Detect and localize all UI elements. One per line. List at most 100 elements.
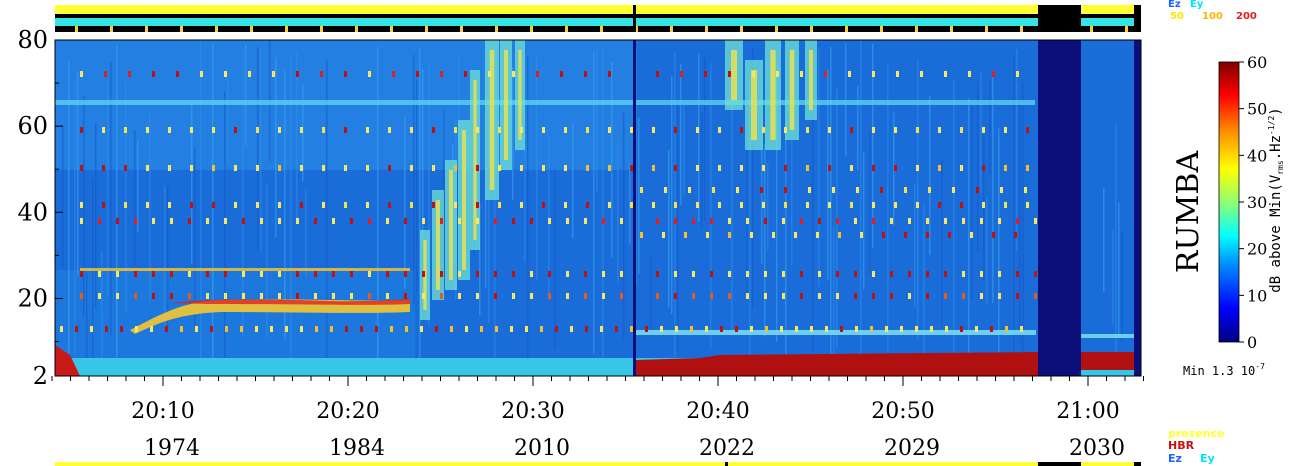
harmonic-dot [146, 202, 149, 208]
harmonic-dot [80, 271, 83, 277]
top-strip-tick [110, 26, 113, 32]
harmonic-dot [982, 165, 985, 171]
top-strip-tick [1125, 26, 1128, 32]
harmonic-dot [960, 165, 963, 171]
bottom-legend-ey: Ey [1200, 452, 1215, 465]
harmonic-dot [405, 326, 408, 332]
harmonic-dot [386, 293, 389, 299]
harmonic-dot [134, 293, 137, 299]
texture-streak [830, 47, 832, 372]
harmonic-dot [224, 293, 227, 299]
harmonic-dot [926, 271, 929, 277]
texture-streak [860, 40, 862, 370]
harmonic-dot [962, 218, 965, 224]
texture-streak [764, 143, 766, 337]
harmonic-dot [272, 71, 275, 77]
harmonic-dot [168, 202, 171, 208]
top-legend-ey: Ey [1190, 0, 1204, 10]
harmonic-dot [828, 165, 831, 171]
harmonic-dot [718, 165, 721, 171]
texture-streak [785, 51, 787, 374]
texture-streak [887, 63, 889, 365]
texture-streak [62, 126, 64, 268]
harmonic-dot [1004, 202, 1007, 208]
texture-streak [92, 178, 94, 370]
top-strip-tick [425, 26, 428, 32]
x-tick-label-time: 20:30 [501, 399, 564, 424]
harmonic-dot [992, 71, 995, 77]
harmonic-dot [710, 218, 713, 224]
bottom-strip-marker [725, 462, 728, 466]
texture-streak [914, 182, 916, 307]
harmonic-dot [968, 71, 971, 77]
texture-streak [791, 109, 793, 266]
top-strip-tick [180, 26, 183, 32]
emission-burst-core [809, 50, 813, 110]
x-tick-label-time: 21:00 [1056, 399, 1119, 424]
harmonic-dot [800, 71, 803, 77]
harmonic-dot [750, 326, 753, 332]
harmonic-dot [128, 71, 131, 77]
x-tick-label-orbit: 2030 [1069, 436, 1125, 461]
colorbar-gradient [1218, 61, 1240, 343]
harmonic-dot [674, 293, 677, 299]
x-tick-label-time: 20:50 [871, 399, 934, 424]
harmonic-dot [320, 71, 323, 77]
texture-streak [275, 56, 277, 238]
harmonic-dot [188, 271, 191, 277]
top-strip-tick [565, 26, 568, 32]
texture-streak [290, 56, 292, 370]
texture-streak [629, 164, 631, 245]
harmonic-dot [962, 293, 965, 299]
harmonic-dot [980, 293, 983, 299]
harmonic-dot [206, 293, 209, 299]
harmonic-dot [882, 232, 885, 238]
harmonic-dot [816, 232, 819, 238]
top-status-strips [55, 5, 1141, 32]
x-tick-label-orbit: 2022 [699, 436, 755, 461]
texture-streak [548, 135, 550, 300]
top-legend-ez: Ez [1168, 0, 1181, 10]
harmonic-dot [555, 326, 558, 332]
texture-streak [68, 61, 70, 362]
harmonic-dot [828, 202, 831, 208]
harmonic-dot [260, 218, 263, 224]
harmonic-dot [344, 202, 347, 208]
top-strip-marker [633, 5, 636, 32]
harmonic-dot [200, 71, 203, 77]
harmonic-dot [896, 71, 899, 77]
harmonic-dot [825, 326, 828, 332]
harmonic-dot [386, 218, 389, 224]
harmonic-dot [278, 271, 281, 277]
top-strip-tick [390, 26, 393, 32]
harmonic-dot [1005, 326, 1008, 332]
texture-streak [479, 203, 481, 316]
texture-streak [1118, 202, 1120, 336]
harmonic-dot [440, 71, 443, 77]
harmonic-dot [165, 326, 168, 332]
harmonic-dot [656, 71, 659, 77]
harmonic-dot [388, 202, 391, 208]
harmonic-dot [80, 293, 83, 299]
harmonic-dot [366, 202, 369, 208]
harmonic-dot [170, 293, 173, 299]
harmonic-dot [116, 218, 119, 224]
harmonic-dot [782, 218, 785, 224]
top-strip-tick [320, 26, 323, 32]
harmonic-dot [134, 218, 137, 224]
bottom-legend-hbr: HBR [1168, 439, 1195, 452]
harmonic-dot [530, 218, 533, 224]
harmonic-dot [1004, 127, 1007, 133]
texture-streak [95, 123, 97, 309]
harmonic-dot [608, 165, 611, 171]
harmonic-dot [688, 187, 691, 193]
texture-streak [260, 48, 262, 251]
harmonic-dot [602, 218, 605, 224]
harmonic-dot [212, 127, 215, 133]
harmonic-dot [584, 218, 587, 224]
harmonic-dot [80, 202, 83, 208]
harmonic-dot [938, 202, 941, 208]
texture-streak [164, 186, 166, 326]
harmonic-dot [212, 165, 215, 171]
harmonic-dot [908, 293, 911, 299]
